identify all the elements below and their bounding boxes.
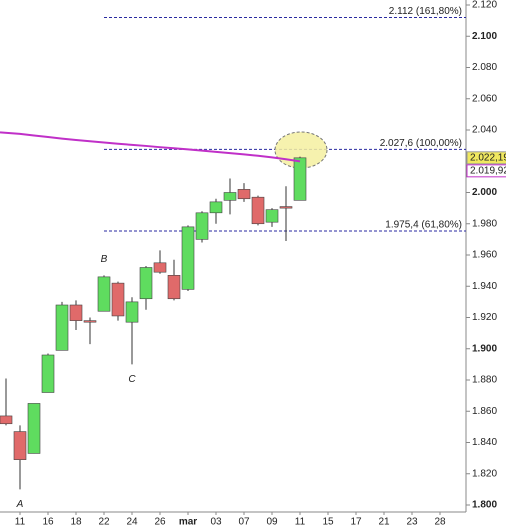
candle-body — [111, 282, 125, 317]
ma-last-label: 2.019,92 — [470, 165, 506, 176]
y-tick-label: 1.900 — [472, 343, 497, 354]
candle-body — [13, 431, 27, 460]
x-tick-label: 23 — [406, 517, 418, 528]
y-tick-label: 1.960 — [472, 250, 497, 261]
candle-body — [293, 157, 307, 201]
y-tick-label: 2.120 — [472, 0, 497, 11]
fib-level-label: 1.975,4 (61,80%) — [385, 220, 462, 231]
candle-body — [209, 201, 223, 214]
ma-last-box — [466, 164, 506, 178]
last-price-box — [466, 151, 506, 165]
x-tick-label: 26 — [154, 517, 166, 528]
candle-body — [237, 189, 251, 200]
annotation: B — [101, 254, 108, 265]
y-tick-label: 2.080 — [472, 62, 497, 73]
x-tick-label: 16 — [42, 517, 54, 528]
x-tick-label: 03 — [210, 517, 222, 528]
y-tick-label: 2.040 — [472, 125, 497, 136]
candle-body — [195, 212, 209, 240]
y-tick-label: 1.920 — [472, 312, 497, 323]
candle-body — [223, 192, 237, 201]
x-tick-label: 18 — [70, 517, 82, 528]
y-tick-label: 1.800 — [472, 500, 497, 511]
last-price-label: 2.022,19 — [470, 152, 506, 163]
x-tick-label: 24 — [126, 517, 138, 528]
y-tick-label: 1.840 — [472, 437, 497, 448]
x-tick-label: 15 — [322, 517, 334, 528]
x-tick-label: 28 — [434, 517, 446, 528]
annotation: C — [128, 374, 136, 385]
moving-average — [0, 131, 301, 163]
x-tick-label: 17 — [350, 517, 362, 528]
y-tick-label: 1.860 — [472, 406, 497, 417]
y-tick-label: 2.000 — [472, 187, 497, 198]
candle-body — [251, 196, 265, 225]
candle-body — [279, 206, 293, 209]
annotation: A — [16, 499, 24, 510]
candle-body — [181, 226, 195, 290]
candle-body — [139, 267, 153, 300]
candle-body — [27, 403, 41, 454]
candle-body — [0, 415, 13, 425]
x-tick-label: 21 — [378, 517, 390, 528]
y-tick-label: 1.940 — [472, 281, 497, 292]
candle-body — [41, 354, 55, 393]
x-tick-label: 11 — [15, 517, 26, 528]
x-tick-label: 11 — [295, 517, 306, 528]
x-tick-label: mar — [179, 517, 197, 528]
x-tick-label: 09 — [266, 517, 278, 528]
candle-body — [55, 304, 69, 351]
fib-level-label: 2.027,6 (100,00%) — [380, 138, 462, 149]
y-tick-label: 2.100 — [472, 31, 497, 42]
y-tick-label: 2.060 — [472, 93, 497, 104]
y-tick-label: 1.820 — [472, 468, 497, 479]
x-tick-label: 22 — [98, 517, 110, 528]
candle-body — [153, 262, 167, 273]
candle-body — [69, 304, 83, 321]
fib-level-label: 2.112 (161,80%) — [389, 6, 462, 17]
y-tick-label: 1.880 — [472, 375, 497, 386]
y-tick-label: 1.980 — [472, 218, 497, 229]
candle-body — [265, 209, 279, 223]
candle-body — [97, 276, 111, 312]
candle-body — [167, 275, 181, 300]
candle-body — [125, 301, 139, 323]
candle-body — [83, 320, 97, 323]
x-tick-label: 07 — [238, 517, 250, 528]
